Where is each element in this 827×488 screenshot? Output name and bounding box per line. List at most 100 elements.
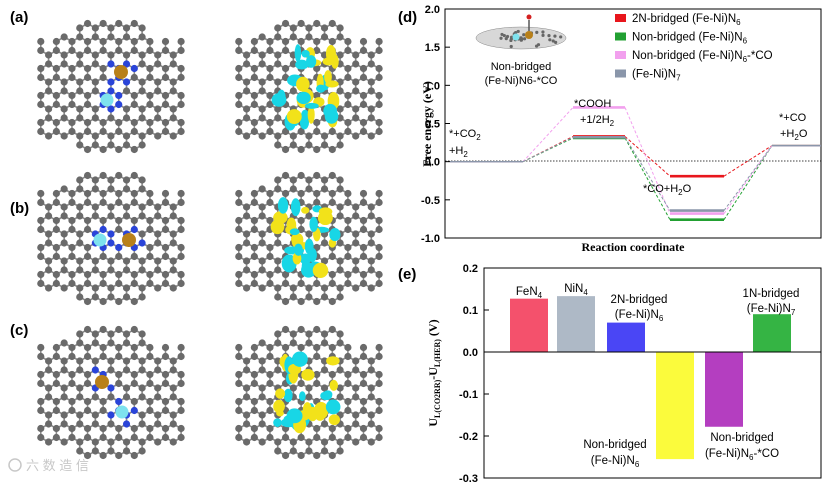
atom [258,366,266,374]
atom [289,447,297,455]
atom [91,393,99,401]
atom [138,51,146,59]
density-blob [301,50,310,58]
atom [76,132,84,140]
atom [297,127,305,136]
atom [115,252,123,261]
atom [258,411,266,419]
atom [37,118,45,127]
atom [328,189,336,198]
atom [235,370,243,379]
structure-image-b [37,171,185,306]
atom [60,132,68,140]
atom [99,118,107,127]
atom [313,297,321,306]
atom [289,384,297,392]
density-blob [300,109,310,123]
atom [161,127,170,136]
atom [336,141,344,149]
atom [68,64,76,73]
chart-d-ytick-label: 0.0 [425,157,440,169]
atom [76,384,84,392]
atom [169,420,177,428]
atom [52,397,60,406]
inset-atom [541,30,545,34]
atom [99,397,107,406]
atom [138,141,146,149]
atom [146,433,154,442]
atom [154,284,162,292]
atom [83,379,92,388]
atom [235,189,243,198]
atom [320,132,329,140]
atom [91,366,99,374]
panel-label-a: (a) [10,9,28,26]
atom [242,114,251,122]
atom [99,127,107,136]
atom [138,87,146,95]
atom [68,279,76,288]
atom [375,46,383,55]
atom [235,91,243,100]
atom [83,397,92,406]
atom [367,114,375,122]
atom [367,60,375,68]
atom [115,225,123,234]
atom [367,51,375,59]
atom [352,239,360,247]
atom [130,19,138,28]
atom [336,105,344,113]
atom [297,325,305,334]
density-blob [329,379,338,391]
atom [37,243,45,252]
atom [344,379,352,388]
charge-density-image-b [235,171,383,306]
atom [146,397,154,406]
atom [320,257,329,265]
atom [37,37,45,46]
metal-atom [115,405,129,419]
atom [177,73,185,82]
atom [375,433,383,442]
atom [274,132,282,140]
atom [266,189,274,198]
atom [122,60,131,68]
atom [44,393,53,401]
atom [344,73,352,82]
atom [76,420,84,428]
atom [266,352,274,361]
atom [177,37,185,46]
atom [68,252,76,261]
atom [305,230,313,238]
limiting-potential-chart: 0.2 0.1 0.0 -0.1 -0.2 -0.3 UL(CO2RR)-UL(HER) … [426,263,822,485]
atom [115,352,123,361]
energy-connector [624,137,671,220]
atom [235,100,243,109]
atom [122,185,131,193]
bar-label: FeN4 [516,286,543,300]
atom [266,279,274,288]
atom [76,447,84,455]
atom [297,37,305,46]
atom [122,203,131,211]
atom [359,270,368,279]
atom [115,424,123,433]
atom [115,279,123,288]
density-blob [299,253,312,265]
inset-atom [553,34,557,38]
atom [274,33,282,41]
atom [313,127,321,136]
atom [91,447,99,455]
atom [169,393,177,401]
atom [130,64,138,73]
atom [266,370,274,379]
bar [607,322,645,352]
atom [320,185,329,193]
energy-connector [723,145,773,211]
atom [130,216,138,225]
atom [122,105,131,113]
atom [375,379,383,388]
energy-connector [624,136,671,211]
atom [107,447,115,455]
atom [122,141,131,149]
